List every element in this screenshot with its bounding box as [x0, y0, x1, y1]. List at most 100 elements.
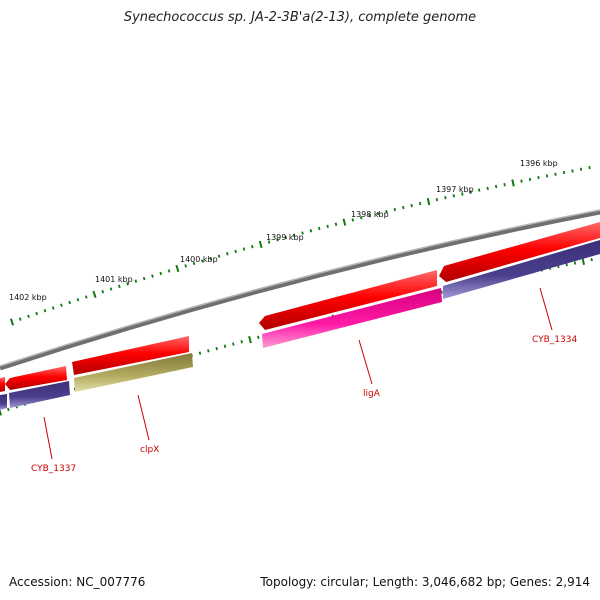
kbp-label-1402: 1402 kbp	[9, 293, 47, 302]
outer-ring-minor-tick	[410, 203, 413, 208]
inner-ring-minor-tick	[198, 351, 202, 355]
outer-ring-major-tick	[9, 318, 15, 326]
outer-ring-minor-tick	[486, 186, 489, 191]
outer-ring-minor-tick	[134, 279, 138, 283]
inner-ring-minor-tick	[440, 290, 443, 294]
inner-ring-minor-tick	[223, 344, 227, 348]
inner-ring-minor-tick	[232, 342, 235, 346]
outer-ring-minor-tick	[226, 252, 229, 256]
outer-ring-minor-tick	[435, 197, 439, 202]
inner-ring-minor-tick	[573, 261, 577, 265]
kbp-label-1399: 1399 kbp	[266, 233, 304, 242]
inner-ring-minor-tick	[7, 407, 10, 412]
outer-ring-major-tick	[175, 264, 180, 273]
outer-ring-minor-tick	[109, 287, 113, 291]
forward-cds-track	[0, 222, 600, 392]
outer-ring-minor-tick	[27, 314, 30, 319]
inner-ring-minor-tick	[590, 258, 593, 262]
outer-ring-minor-tick	[284, 235, 288, 240]
outer-ring-minor-tick	[234, 249, 237, 254]
outer-ring-minor-tick	[452, 194, 456, 198]
outer-tick-ring	[9, 165, 591, 326]
outer-ring-major-tick	[426, 197, 431, 206]
inner-ring-minor-tick	[215, 346, 218, 351]
outer-ring-minor-tick	[537, 176, 540, 180]
leader-cyb1337	[43, 416, 53, 460]
outer-ring-minor-tick	[326, 224, 329, 229]
outer-ring-minor-tick	[201, 259, 204, 263]
outer-ring-minor-tick	[520, 179, 523, 183]
outer-ring-minor-tick	[60, 303, 63, 307]
outer-ring-minor-tick	[418, 201, 422, 206]
outer-ring-minor-tick	[309, 229, 313, 233]
outer-ring-minor-tick	[318, 226, 321, 231]
outer-ring-minor-tick	[376, 211, 380, 216]
outer-ring-minor-tick	[101, 289, 105, 294]
genome-backbone-highlight	[0, 209, 600, 367]
outer-ring-minor-tick	[368, 214, 371, 218]
inner-ring-major-tick	[0, 408, 2, 416]
inner-ring-minor-tick	[240, 340, 243, 344]
outer-ring-minor-tick	[84, 295, 88, 299]
accession-label: Accession: NC_007776	[9, 575, 146, 589]
outer-ring-minor-tick	[469, 190, 472, 194]
kbp-label-1400: 1400 kbp	[180, 255, 218, 264]
cds-arrow-liga	[259, 270, 437, 330]
outer-ring-minor-tick	[588, 165, 591, 170]
outer-ring-minor-tick	[184, 264, 187, 268]
outer-ring-minor-tick	[579, 167, 583, 171]
outer-ring-minor-tick	[167, 269, 171, 273]
outer-ring-minor-tick	[151, 274, 154, 278]
gene-label-liga: ligA	[363, 389, 381, 399]
outer-ring-minor-tick	[159, 271, 163, 276]
cds-arrow-cyb1334	[439, 222, 600, 282]
outer-ring-minor-tick	[359, 216, 363, 220]
inner-ring-minor-tick	[257, 335, 260, 340]
outer-ring-major-tick	[92, 290, 97, 299]
gene-track	[0, 240, 600, 410]
outer-ring-minor-tick	[444, 196, 447, 200]
inner-ring-minor-tick	[207, 349, 210, 353]
gene-label-leaders	[43, 287, 553, 460]
outer-ring-minor-tick	[18, 317, 22, 321]
outer-ring-minor-tick	[118, 284, 121, 289]
genome-summary: Topology: circular; Length: 3,046,682 bp…	[260, 575, 590, 589]
outer-ring-minor-tick	[562, 170, 566, 175]
outer-ring-minor-tick	[292, 233, 296, 237]
gene-label-clpx: clpX	[140, 445, 159, 455]
cds-arrow-cyb1337	[5, 366, 67, 390]
outer-ring-minor-tick	[51, 306, 55, 310]
outer-ring-minor-tick	[554, 172, 557, 176]
outer-ring-minor-tick	[494, 184, 498, 189]
outer-ring-minor-tick	[351, 218, 355, 222]
kbp-label-1396: 1396 kbp	[520, 159, 558, 168]
cds-arrow-clpx	[72, 336, 189, 375]
inner-ring-major-tick	[581, 257, 585, 265]
outer-ring-minor-tick	[334, 222, 338, 226]
outer-ring-minor-tick	[461, 192, 464, 196]
outer-ring-minor-tick	[76, 298, 80, 302]
outer-ring-minor-tick	[242, 247, 246, 251]
gene-bar-left-edge	[0, 394, 7, 410]
outer-ring-minor-tick	[126, 282, 129, 286]
cds-arrow-left-edge	[0, 377, 5, 392]
outer-ring-minor-tick	[503, 183, 506, 187]
kbp-label-1401: 1401 kbp	[95, 275, 133, 284]
outer-ring-minor-tick	[68, 300, 72, 305]
outer-ring-minor-tick	[35, 311, 39, 316]
outer-ring-minor-tick	[217, 254, 221, 258]
map-title: Synechococcus sp. JA-2-3B'a(2-13), compl…	[123, 10, 477, 25]
genome-backbone	[0, 209, 600, 371]
outer-ring-minor-tick	[571, 169, 574, 173]
inner-ring-major-tick	[248, 335, 252, 344]
kbp-label-1397: 1397 kbp	[436, 185, 474, 194]
inner-ring-minor-tick	[565, 263, 568, 267]
leader-liga	[358, 339, 373, 385]
outer-ring-minor-tick	[393, 207, 397, 212]
kbp-label-1398: 1398 kbp	[351, 210, 389, 219]
outer-ring-major-tick	[258, 240, 263, 248]
outer-ring-minor-tick	[301, 231, 304, 235]
gene-bar-liga	[262, 288, 442, 348]
